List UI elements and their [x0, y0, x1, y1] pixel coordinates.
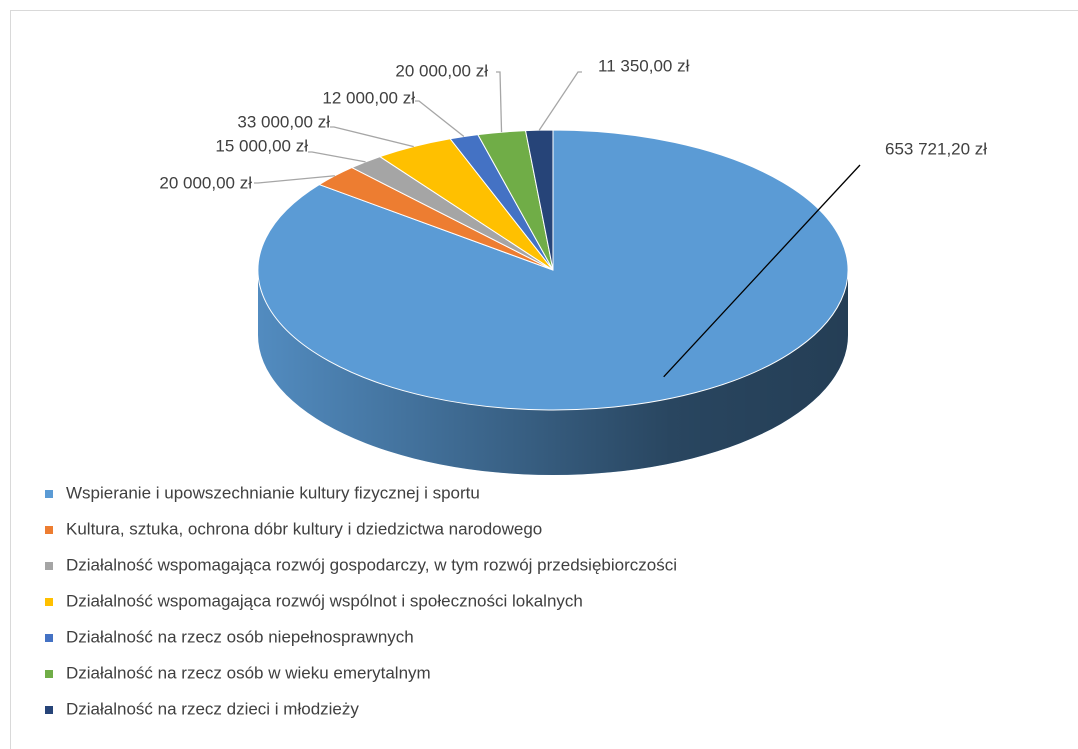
data-label: 11 350,00 zł: [598, 56, 690, 75]
data-label: 20 000,00 zł: [159, 173, 252, 192]
legend-swatch: [45, 706, 53, 714]
legend-swatch: [45, 670, 53, 678]
legend-label: Działalność na rzecz dzieci i młodzieży: [66, 699, 359, 718]
data-label: 20 000,00 zł: [395, 61, 488, 80]
legend-swatch: [45, 526, 53, 534]
chart-frame: [10, 10, 1078, 749]
legend-label: Działalność na rzecz osób niepełnosprawn…: [66, 627, 414, 646]
legend-label: Wspieranie i upowszechnianie kultury fiz…: [66, 483, 480, 502]
legend-label: Kultura, sztuka, ochrona dóbr kultury i …: [66, 519, 542, 538]
legend-swatch: [45, 634, 53, 642]
legend-label: Działalność wspomagająca rozwój wspólnot…: [66, 591, 583, 610]
leader-line: [254, 175, 335, 184]
leader-line: [308, 151, 366, 163]
data-label: 33 000,00 zł: [237, 112, 330, 131]
legend-label: Działalność wspomagająca rozwój gospodar…: [66, 555, 677, 574]
slice: [524, 129, 554, 271]
leader-line: [538, 71, 582, 131]
data-label: 653 721,20 zł: [885, 139, 987, 158]
leader-line: [663, 164, 861, 378]
leader-line: [496, 71, 503, 133]
data-label: 12 000,00 zł: [322, 88, 415, 107]
legend-swatch: [45, 562, 53, 570]
side-shading: [258, 270, 848, 475]
legend-swatch: [45, 598, 53, 606]
leader-line: [330, 126, 414, 148]
data-label: 15 000,00 zł: [215, 136, 308, 155]
leader-line: [415, 100, 465, 138]
legend-swatch: [45, 490, 53, 498]
legend-label: Działalność na rzecz osób w wieku emeryt…: [66, 663, 431, 682]
